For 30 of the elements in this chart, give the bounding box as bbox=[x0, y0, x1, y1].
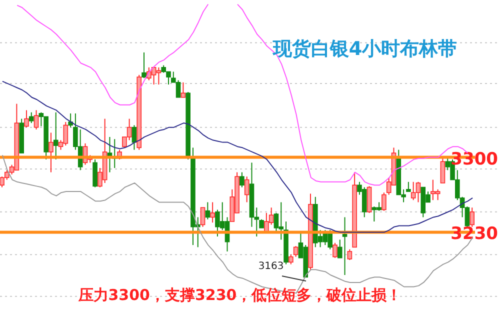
candlestick bbox=[34, 110, 39, 130]
candlestick bbox=[142, 52, 146, 79]
candlestick bbox=[406, 181, 411, 192]
annotation: 压力3300，支撑3230，低位短多，破位止损！ bbox=[77, 286, 403, 305]
candlestick bbox=[28, 112, 34, 124]
candlestick bbox=[382, 192, 386, 212]
candlestick bbox=[288, 254, 294, 265]
candlestick bbox=[210, 202, 215, 224]
candlestick bbox=[92, 158, 98, 188]
candlestick bbox=[342, 216, 348, 276]
candlestick bbox=[24, 110, 29, 128]
ref-line-label: 3300 bbox=[450, 149, 498, 170]
candlestick bbox=[332, 242, 338, 258]
candlestick bbox=[240, 172, 244, 188]
candlestick bbox=[68, 112, 73, 128]
candlestick bbox=[48, 132, 54, 173]
candlestick bbox=[293, 246, 298, 258]
text: 现货白银4小时布林带 bbox=[272, 37, 458, 62]
candlestick bbox=[180, 82, 186, 98]
candlestick bbox=[132, 124, 137, 150]
candlestick bbox=[205, 202, 210, 220]
candlestick bbox=[470, 207, 475, 228]
candlestick bbox=[244, 176, 250, 203]
annotation: 3163 bbox=[257, 261, 285, 272]
candlestick bbox=[200, 207, 206, 228]
candlestick bbox=[440, 156, 446, 184]
candlestick bbox=[337, 239, 342, 258]
ref-line-label: 3230 bbox=[450, 224, 498, 244]
candlestick bbox=[347, 248, 352, 261]
candlestick bbox=[53, 112, 58, 160]
